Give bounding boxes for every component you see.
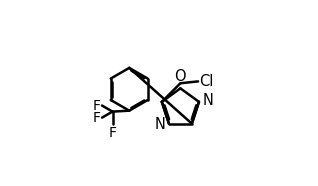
Text: F: F [108, 126, 116, 140]
Text: F: F [93, 111, 101, 125]
Text: Cl: Cl [199, 74, 214, 89]
Text: N: N [155, 117, 166, 132]
Text: O: O [175, 69, 186, 84]
Text: N: N [203, 93, 214, 108]
Text: F: F [93, 99, 101, 113]
